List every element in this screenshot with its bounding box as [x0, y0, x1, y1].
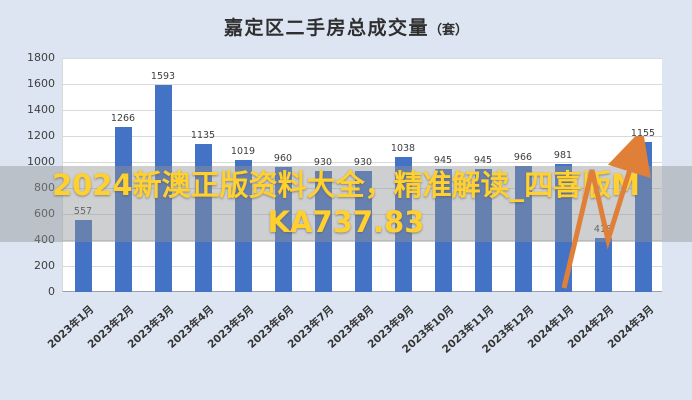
trend-arrow — [561, 136, 651, 289]
bar-2023年11月 — [474, 169, 492, 292]
bar-value-label: 981 — [553, 150, 573, 162]
y-tick-label: 600 — [34, 207, 55, 220]
y-tick-label: 0 — [48, 285, 55, 298]
bar-value-label: 966 — [513, 152, 533, 164]
bar-value-label: 960 — [273, 153, 293, 165]
y-tick-label: 1800 — [27, 51, 55, 64]
gridline — [63, 162, 662, 163]
bar-2023年9月 — [394, 157, 412, 292]
bar-2023年12月 — [514, 166, 532, 292]
gridline — [63, 136, 662, 137]
bar-value-label: 557 — [73, 205, 93, 217]
bar-value-label: 1593 — [150, 70, 176, 82]
bar-value-label: 945 — [433, 155, 453, 167]
y-tick-label: 1600 — [27, 77, 55, 90]
bar-2023年3月 — [154, 84, 172, 292]
bar-2023年7月 — [314, 171, 332, 292]
chart-title-text: 嘉定区二手房总成交量 — [223, 17, 429, 39]
bar-value-label: 1038 — [390, 143, 416, 155]
chart-title: 嘉定区二手房总成交量（套） — [0, 13, 692, 40]
y-tick-label: 1000 — [27, 155, 55, 168]
gridline — [63, 58, 662, 59]
bar-2024年2月 — [594, 237, 612, 292]
bar-2023年8月 — [354, 171, 372, 292]
bar-2023年10月 — [434, 169, 452, 292]
bar-value-label: 1135 — [190, 130, 216, 142]
y-tick-label: 1400 — [27, 103, 55, 116]
y-tick-label: 800 — [34, 181, 55, 194]
bar-2023年2月 — [114, 127, 132, 292]
bar-value-label: 930 — [313, 157, 333, 169]
bar-value-label: 945 — [473, 155, 493, 167]
bar-value-labels: 557 1266 1593 1135 1019 960 930 930 1038 945 945 96… — [63, 58, 663, 292]
bar-2023年4月 — [194, 144, 212, 292]
bar-2024年3月 — [634, 141, 652, 292]
bar-value-label: 1155 — [630, 127, 656, 139]
y-tick-label: 400 — [34, 233, 55, 246]
chart-title-suffix: （套） — [429, 23, 469, 38]
bar-2023年6月 — [274, 167, 292, 292]
bar-value-label: 930 — [353, 157, 373, 169]
bar-2023年5月 — [234, 159, 252, 292]
watermark-overlay: 2024新澳正版资料大全，精准解读_四喜版MKA737.83 — [0, 166, 692, 242]
watermark-text: 2024新澳正版资料大全，精准解读_四喜版MKA737.83 — [51, 168, 641, 239]
bar-2023年1月 — [74, 219, 92, 292]
gridline — [63, 84, 662, 85]
y-tick-label: 200 — [34, 259, 55, 272]
gridline — [63, 110, 662, 111]
bar-series — [63, 58, 663, 292]
bar-value-label: 1266 — [110, 113, 136, 125]
y-tick-label: 1200 — [27, 129, 55, 142]
bar-2024年1月 — [554, 164, 572, 292]
bar-value-label: 1019 — [230, 145, 256, 157]
plot-area: 0 200 400 600 800 1000 1200 1400 1600 1800 557 126… — [27, 51, 663, 356]
